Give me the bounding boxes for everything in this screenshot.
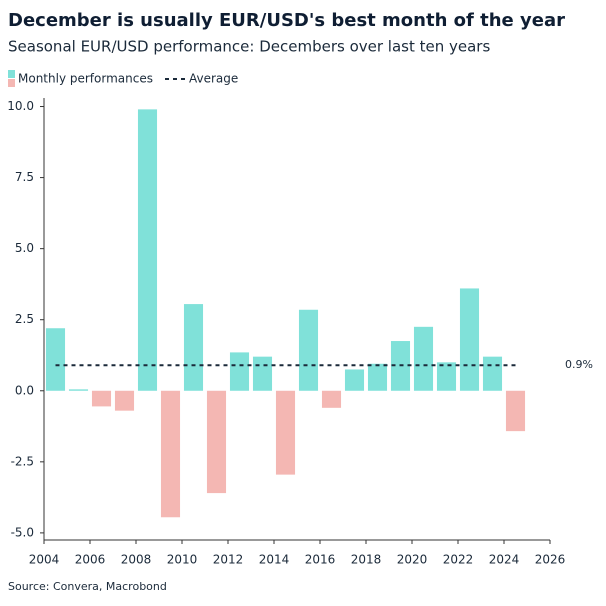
y-tick-label: 2.5	[15, 312, 34, 326]
x-tick-label: 2018	[351, 553, 382, 567]
y-tick-label: 10.0	[7, 99, 34, 113]
legend-label: Average	[189, 72, 238, 86]
x-tick-label: 2022	[443, 553, 474, 567]
x-tick-label: 2020	[397, 553, 428, 567]
legend-swatch	[8, 79, 15, 87]
bar	[459, 288, 480, 391]
bar	[321, 390, 342, 408]
bar	[413, 326, 434, 391]
bar	[298, 309, 319, 391]
legend-swatch	[8, 70, 15, 78]
bar	[505, 390, 526, 432]
x-tick-label: 2026	[535, 553, 566, 567]
x-tick-label: 2016	[305, 553, 336, 567]
y-tick-label: -5.0	[11, 525, 34, 539]
bar	[45, 328, 66, 391]
legend-label: Monthly performances	[18, 72, 153, 86]
chart-title: December is usually EUR/USD's best month…	[8, 10, 565, 31]
x-tick-label: 2012	[213, 553, 244, 567]
x-tick-label: 2014	[259, 553, 290, 567]
x-tick-label: 2004	[29, 553, 60, 567]
bar	[137, 109, 158, 391]
bar	[367, 363, 388, 391]
x-tick-label: 2024	[489, 553, 520, 567]
bar	[160, 390, 181, 518]
bar	[344, 369, 365, 391]
chart-subtitle: Seasonal EUR/USD performance: Decembers …	[8, 38, 490, 56]
y-tick-label: 0.0	[15, 383, 34, 397]
bar	[436, 362, 457, 391]
bar	[252, 356, 273, 391]
bar	[68, 389, 89, 391]
source: Source: Convera, Macrobond	[8, 580, 167, 593]
bar	[482, 356, 503, 391]
average-label: 0.9%	[565, 358, 593, 371]
bar	[91, 390, 112, 407]
y-tick-label: 7.5	[15, 170, 34, 184]
bar	[114, 390, 135, 411]
x-tick-label: 2008	[121, 553, 152, 567]
x-tick-label: 2006	[75, 553, 106, 567]
x-tick-label: 2010	[167, 553, 198, 567]
bar	[183, 304, 204, 391]
bar	[206, 390, 227, 494]
y-tick-label: -2.5	[11, 454, 34, 468]
bar	[275, 390, 296, 475]
y-tick-label: 5.0	[15, 241, 34, 255]
bar	[229, 352, 250, 391]
